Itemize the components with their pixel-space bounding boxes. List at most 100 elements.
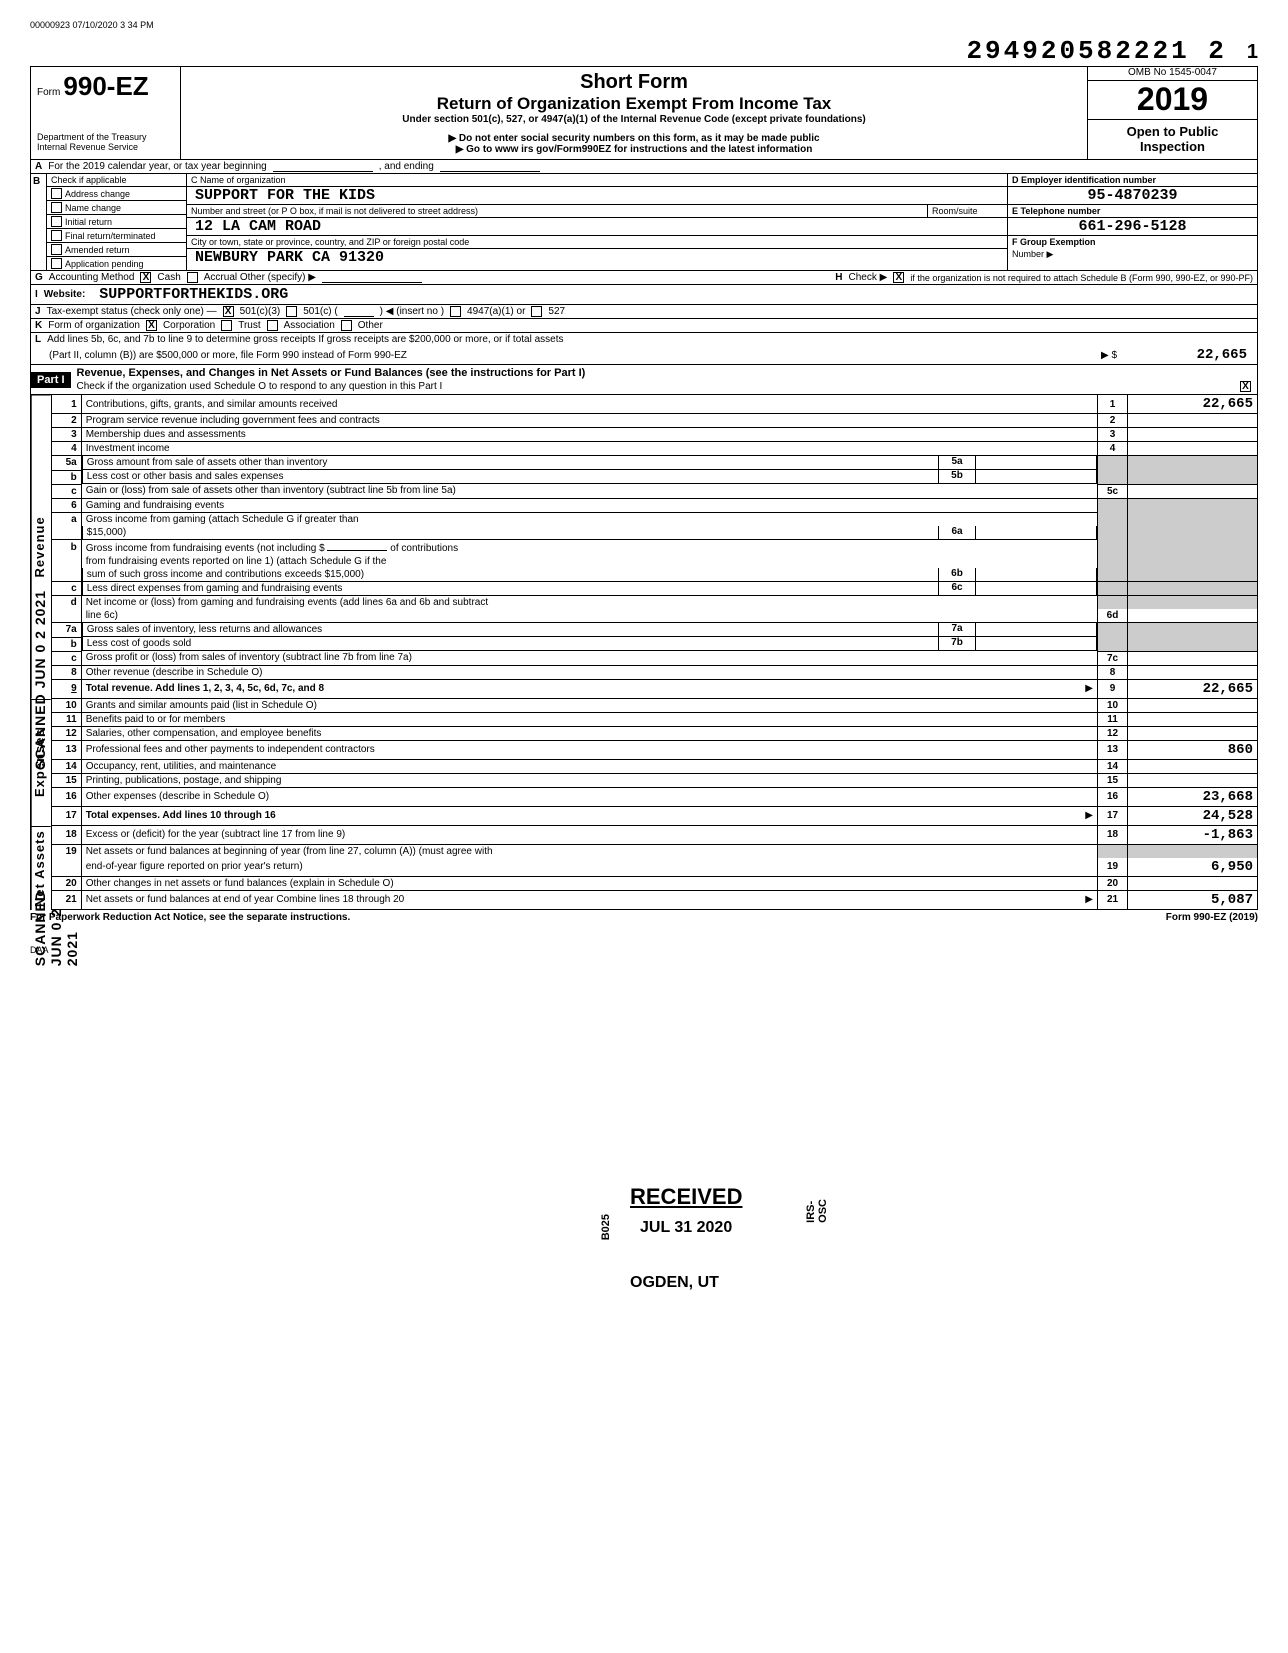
note-2: ▶ Go to www irs gov/Form990EZ for instru…: [187, 144, 1081, 155]
other-checkbox[interactable]: [341, 320, 352, 331]
501c3-checkbox[interactable]: X: [223, 306, 234, 317]
d-label: D Employer identification number: [1008, 174, 1257, 187]
open-public-1: Open to Public: [1094, 124, 1251, 139]
check-amended[interactable]: Amended return: [47, 243, 186, 257]
line-6b-3: sum of such gross income and contributio…: [51, 568, 1257, 582]
line-a-mid: , and ending: [379, 161, 434, 172]
part-1-header: Part I Revenue, Expenses, and Changes in…: [30, 365, 1258, 395]
tax-year: 2019: [1088, 81, 1257, 118]
part-1-title: Revenue, Expenses, and Changes in Net As…: [71, 365, 1257, 381]
k-trust: Trust: [238, 320, 260, 331]
line-4: 4Investment income4: [51, 442, 1257, 456]
line-a-text: For the 2019 calendar year, or tax year …: [48, 161, 266, 172]
line-l-2: (Part II, column (B)) are $500,000 or mo…: [30, 346, 1258, 365]
g-accrual: Accrual Other (specify) ▶: [204, 272, 316, 283]
line-10: 10Grants and similar amounts paid (list …: [51, 699, 1257, 713]
k-other: Other: [358, 320, 383, 331]
org-city: NEWBURY PARK CA 91320: [187, 249, 1007, 266]
check-final-return[interactable]: Final return/terminated: [47, 229, 186, 243]
timestamp: 00000923 07/10/2020 3 34 PM: [30, 20, 1258, 30]
line-6b-2: from fundraising events reported on line…: [51, 555, 1257, 568]
part-1-checkbox[interactable]: X: [1240, 381, 1251, 392]
line-5a: 5aGross amount from sale of assets other…: [51, 456, 1257, 471]
line-6c: cLess direct expenses from gaming and fu…: [51, 582, 1257, 596]
line-6b-1: bGross income from fundraising events (n…: [51, 540, 1257, 555]
b025-stamp: B025: [590, 1210, 622, 1244]
line-11: 11Benefits paid to or for members11: [51, 712, 1257, 726]
website-value: SUPPORTFORTHEKIDS.ORG: [91, 286, 296, 303]
line-19-1: 19Net assets or fund balances at beginni…: [51, 844, 1257, 858]
line-l-1: L Add lines 5b, 6c, and 7b to line 9 to …: [30, 333, 1258, 346]
check-name-change[interactable]: Name change: [47, 201, 186, 215]
net-assets-section: Net Assets 18Excess or (deficit) for the…: [30, 826, 1258, 910]
j-insert-blank[interactable]: [344, 307, 374, 317]
g-label: Accounting Method: [49, 272, 135, 283]
line-6: 6Gaming and fundraising events: [51, 498, 1257, 512]
f-label: F Group Exemption: [1008, 236, 1257, 248]
line-i: I Website: SUPPORTFORTHEKIDS.ORG: [30, 285, 1258, 305]
revenue-section: Revenue 1Contributions, gifts, grants, a…: [30, 395, 1258, 699]
line-19-2: end-of-year figure reported on prior yea…: [51, 858, 1257, 877]
city-label: City or town, state or province, country…: [187, 236, 1007, 249]
line-2: 2Program service revenue including gover…: [51, 414, 1257, 428]
h-checkbox[interactable]: X: [893, 272, 904, 283]
revenue-vert-label: Revenue: [31, 395, 51, 699]
line-k: K Form of organization X Corporation Tru…: [30, 319, 1258, 333]
dept-irs: Internal Revenue Service: [37, 142, 174, 152]
check-initial-return[interactable]: Initial return: [47, 215, 186, 229]
line-g-h: G Accounting Method X Cash Accrual Other…: [30, 271, 1258, 285]
i-label: Website:: [44, 289, 86, 300]
line-7c: cGross profit or (loss) from sales of in…: [51, 651, 1257, 665]
f-label2: Number ▶: [1008, 248, 1257, 261]
cash-checkbox[interactable]: X: [140, 272, 151, 283]
line-6a-2: $15,000)6a: [51, 526, 1257, 540]
line-6a-1: aGross income from gaming (attach Schedu…: [51, 512, 1257, 526]
short-form-title: Short Form: [187, 71, 1081, 94]
line-6d-1: dNet income or (loss) from gaming and fu…: [51, 596, 1257, 610]
c-header: C Name of organization: [187, 174, 1007, 187]
l-arrow: ▶ $: [1101, 350, 1117, 361]
dln: 294920582221 2: [966, 36, 1226, 66]
527-checkbox[interactable]: [531, 306, 542, 317]
j-501c: 501(c) (: [303, 306, 337, 317]
assoc-checkbox[interactable]: [267, 320, 278, 331]
footer-right: Form 990-EZ (2019): [1166, 912, 1258, 923]
line-5b: bLess cost or other basis and sales expe…: [51, 470, 1257, 484]
check-pending[interactable]: Application pending: [47, 257, 186, 270]
line-13: 13Professional fees and other payments t…: [51, 740, 1257, 759]
line-14: 14Occupancy, rent, utilities, and mainte…: [51, 759, 1257, 773]
h-text: if the organization is not required to a…: [910, 273, 1253, 283]
check-header: Check if applicable: [47, 174, 186, 187]
expenses-section: Expenses 10Grants and similar amounts pa…: [30, 699, 1258, 826]
org-name: SUPPORT FOR THE KIDS: [187, 187, 1007, 205]
h-label: Check ▶: [848, 272, 887, 283]
note-1: ▶ Do not enter social security numbers o…: [187, 133, 1081, 144]
phone-value: 661-296-5128: [1008, 218, 1257, 236]
footer-daa: DAA: [30, 945, 1258, 955]
501c-checkbox[interactable]: [286, 306, 297, 317]
page-number: 1: [1247, 41, 1258, 64]
line-a: A For the 2019 calendar year, or tax yea…: [30, 160, 1258, 174]
line-a-blank1[interactable]: [273, 162, 373, 172]
g-other-blank[interactable]: [322, 273, 422, 283]
expenses-table: 10Grants and similar amounts paid (list …: [51, 699, 1258, 826]
trust-checkbox[interactable]: [221, 320, 232, 331]
form-page: SCANNED JUN 0 2 2021 SCANNED JUN 0 2 202…: [30, 20, 1258, 955]
part-1-check-text: Check if the organization used Schedule …: [77, 381, 443, 392]
net-assets-table: 18Excess or (deficit) for the year (subt…: [51, 826, 1258, 910]
expenses-vert-label: Expenses: [31, 699, 51, 826]
check-address-change[interactable]: Address change: [47, 187, 186, 201]
4947-checkbox[interactable]: [450, 306, 461, 317]
corp-checkbox[interactable]: X: [146, 320, 157, 331]
room-label: Room/suite: [927, 205, 1007, 217]
form-number: 990-EZ: [63, 71, 148, 101]
line-a-blank2[interactable]: [440, 162, 540, 172]
line-21: 21Net assets or fund balances at end of …: [51, 890, 1257, 909]
line-12: 12Salaries, other compensation, and empl…: [51, 726, 1257, 740]
check-column: Check if applicable Address change Name …: [47, 174, 187, 270]
top-row: 294920582221 2 1: [30, 36, 1258, 66]
accrual-checkbox[interactable]: [187, 272, 198, 283]
ogden-stamp: OGDEN, UT: [620, 1270, 729, 1296]
footer: For Paperwork Reduction Act Notice, see …: [30, 910, 1258, 925]
main-title: Return of Organization Exempt From Incom…: [187, 94, 1081, 114]
